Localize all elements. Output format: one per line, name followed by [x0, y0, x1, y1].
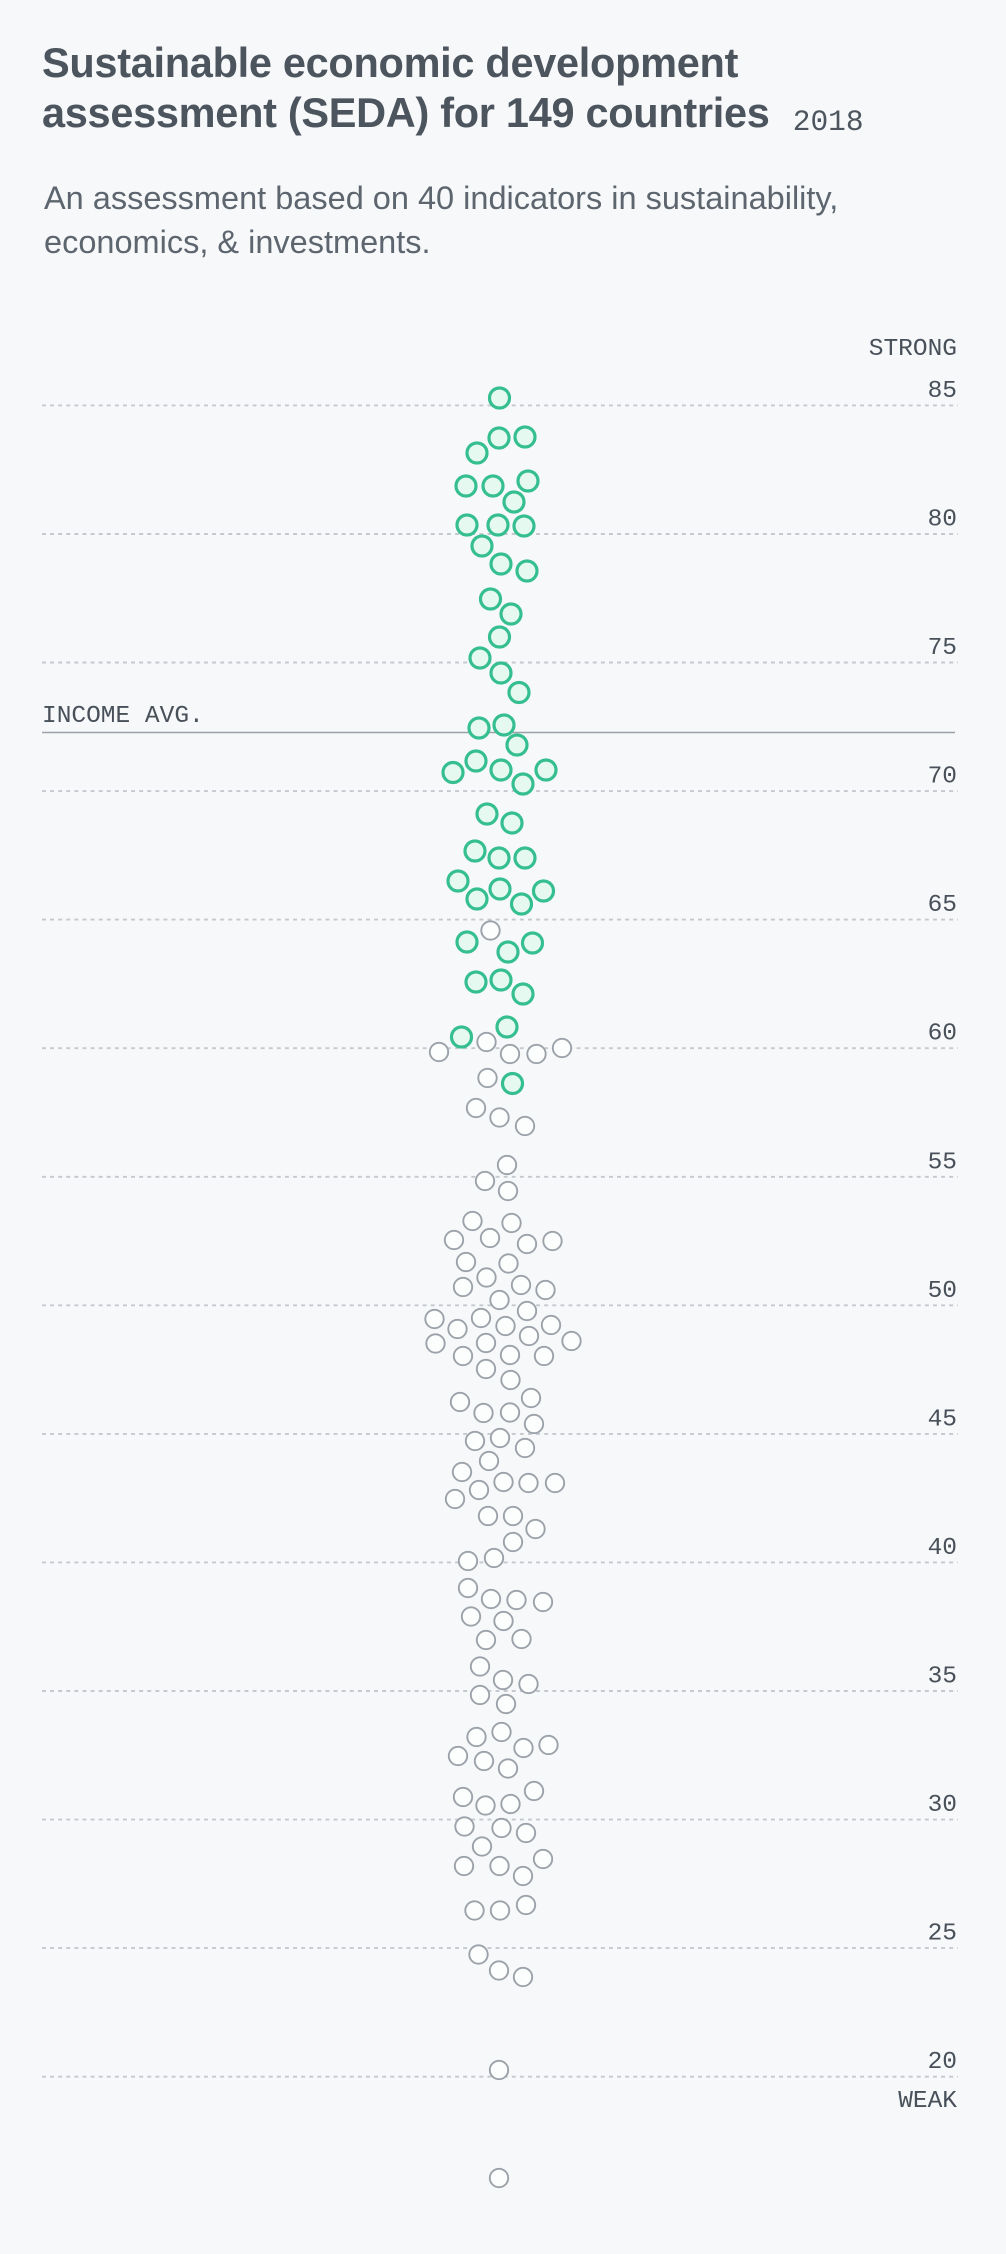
- svg-text:INCOME AVG.: INCOME AVG.: [42, 703, 204, 730]
- svg-text:75: 75: [928, 635, 957, 662]
- svg-text:80: 80: [928, 507, 957, 534]
- svg-text:70: 70: [928, 764, 957, 791]
- svg-text:85: 85: [928, 378, 957, 405]
- svg-text:STRONG: STRONG: [869, 336, 957, 363]
- svg-text:60: 60: [928, 1021, 957, 1048]
- svg-text:35: 35: [928, 1664, 957, 1691]
- svg-text:55: 55: [928, 1149, 957, 1176]
- svg-text:WEAK: WEAK: [898, 2088, 957, 2115]
- svg-text:40: 40: [928, 1535, 957, 1562]
- svg-text:30: 30: [928, 1792, 957, 1819]
- svg-text:45: 45: [928, 1406, 957, 1433]
- svg-text:65: 65: [928, 892, 957, 919]
- svg-text:20: 20: [928, 2049, 957, 2076]
- svg-text:50: 50: [928, 1278, 957, 1305]
- svg-text:25: 25: [928, 1921, 957, 1948]
